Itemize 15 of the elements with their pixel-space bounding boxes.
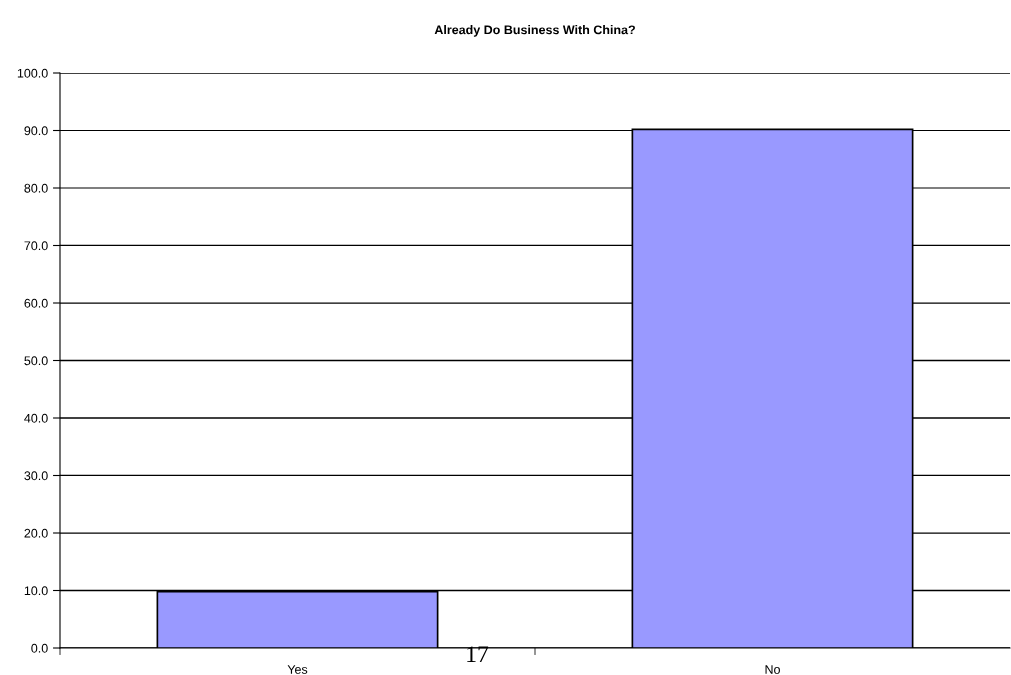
x-tick-label: Yes [287,665,308,674]
annotation: 17 [467,646,489,662]
y-tick-label: 80.0 [24,183,48,193]
y-tick-label: 20.0 [24,528,48,538]
chart-title: Already Do Business With China? [434,25,635,37]
y-tick-label: 0.0 [31,643,48,653]
y-tick-label: 70.0 [24,241,48,251]
y-tick-label: 30.0 [24,471,48,481]
x-tick-label: No [765,665,780,674]
y-tick-label: 50.0 [24,356,48,366]
y-tick-label: 40.0 [24,413,48,423]
y-tick-label: 60.0 [24,298,48,308]
y-tick-label: 100.0 [17,68,48,78]
y-tick-label: 90.0 [24,126,48,136]
y-tick-label: 10.0 [24,586,48,596]
